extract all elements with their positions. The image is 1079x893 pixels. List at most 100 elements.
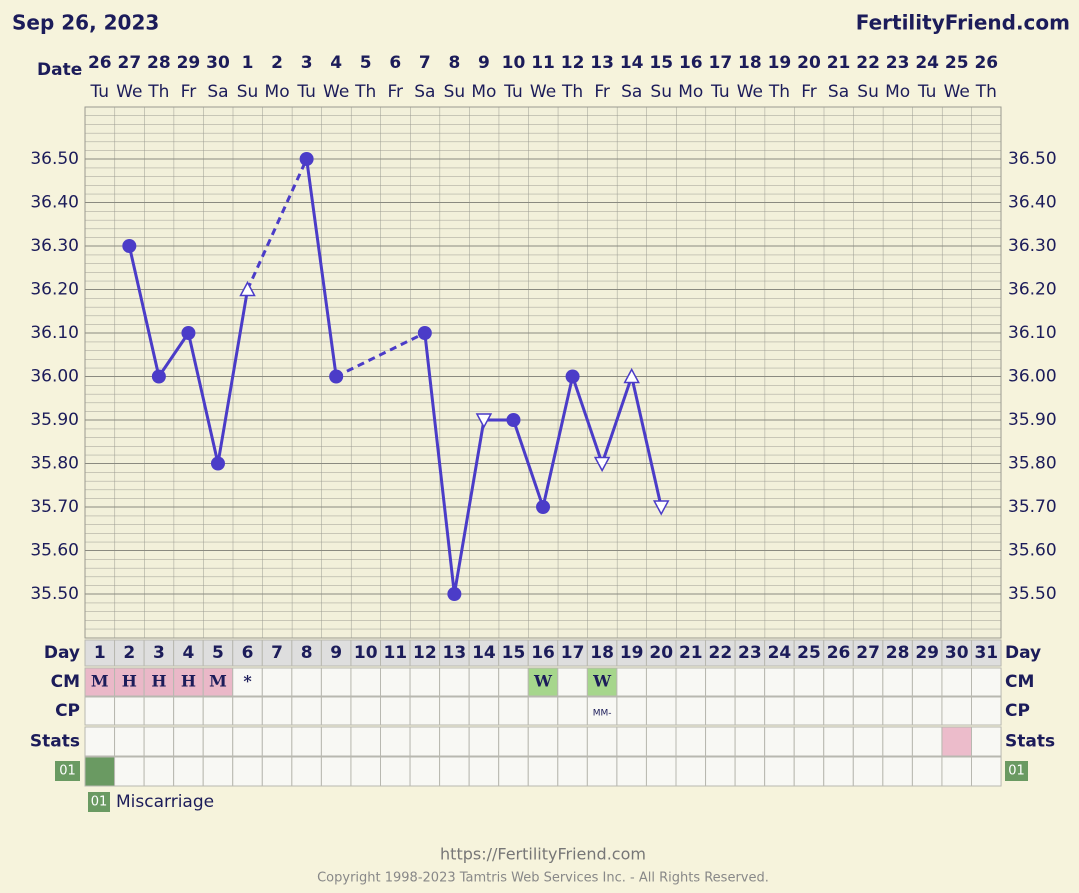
cm-code: H <box>181 672 196 691</box>
event-badge <box>55 761 80 781</box>
y-tick-label: 35.60 <box>30 541 79 561</box>
temp-point <box>536 500 551 514</box>
date-number: 1 <box>242 53 254 73</box>
table-cell <box>586 639 618 667</box>
table-cell <box>941 667 973 697</box>
day-number: 7 <box>271 643 283 663</box>
cm-code: * <box>243 672 252 691</box>
table-cell <box>320 696 352 726</box>
weekday: Tu <box>296 82 316 102</box>
date-number: 28 <box>147 53 171 73</box>
date-number: 29 <box>177 53 201 73</box>
cm-code: M <box>209 672 227 691</box>
date-number: 23 <box>886 53 910 73</box>
row-label-right: CM <box>1005 672 1034 692</box>
table-cell <box>971 726 1002 757</box>
weekday: Fr <box>388 82 404 102</box>
table-cell <box>645 667 677 697</box>
date-number: 30 <box>206 53 230 73</box>
table-cell <box>114 756 145 787</box>
date-number: 27 <box>117 53 141 73</box>
table-cell <box>911 726 943 757</box>
table-cell <box>616 726 647 757</box>
table-cell <box>882 726 913 757</box>
table-cell <box>291 756 322 787</box>
row-label-right: Day <box>1005 643 1041 663</box>
y-tick-label-right: 36.30 <box>1008 236 1057 256</box>
date-number: 10 <box>502 53 526 73</box>
row-label: CP <box>55 701 80 721</box>
table-cell <box>793 696 825 726</box>
date-number: 25 <box>945 53 969 73</box>
table-cell <box>941 639 973 667</box>
table-cell <box>793 667 825 697</box>
table-cell <box>84 639 116 667</box>
date-label: Date <box>37 60 82 80</box>
y-tick-label-right: 36.10 <box>1008 323 1057 343</box>
table-cell <box>941 696 973 726</box>
table-cell <box>261 726 293 757</box>
weekday: We <box>944 82 970 102</box>
weekday: Tu <box>710 82 730 102</box>
table-cell <box>380 726 411 757</box>
table-cell <box>557 696 588 726</box>
table-cell <box>202 726 234 757</box>
table-cell <box>557 756 588 787</box>
table-cell <box>852 639 884 667</box>
date-number: 21 <box>827 53 851 73</box>
weekday: Mo <box>885 82 910 102</box>
table-cell <box>764 726 795 757</box>
date-number: 11 <box>531 53 555 73</box>
table-cell <box>645 756 677 787</box>
table-cell <box>527 667 559 697</box>
day-number: 9 <box>330 643 342 663</box>
y-tick-label: 36.40 <box>30 193 79 213</box>
table-cell <box>734 639 766 667</box>
table-cell <box>202 756 234 787</box>
table-cell <box>764 696 795 726</box>
weekday: Th <box>147 82 169 102</box>
y-tick-label-right: 35.50 <box>1008 584 1057 604</box>
temp-point-open <box>652 500 670 516</box>
footer-copyright: Copyright 1998-2023 Tamtris Web Services… <box>317 871 769 886</box>
table-cell <box>586 696 618 726</box>
row-label-right: Stats <box>1005 732 1055 752</box>
weekday: Th <box>768 82 790 102</box>
table-cell <box>439 756 470 787</box>
temp-point-open <box>623 367 640 384</box>
table-cell <box>911 639 943 667</box>
day-number: 23 <box>738 643 762 663</box>
temp-point <box>122 239 137 253</box>
event-badge <box>1005 761 1028 781</box>
day-number: 19 <box>620 643 644 663</box>
y-tick-label: 35.80 <box>30 454 79 474</box>
temp-line <box>305 158 338 377</box>
table-cell <box>971 667 1002 697</box>
day-number: 21 <box>679 643 703 663</box>
table-cell <box>823 639 854 667</box>
plot <box>85 152 1002 601</box>
table-cell <box>764 756 795 787</box>
weekday: We <box>323 82 349 102</box>
weekday: Mo <box>678 82 703 102</box>
table-cell <box>498 667 529 697</box>
table-cell <box>380 639 411 667</box>
table-cell <box>439 667 470 697</box>
table-cell <box>586 756 618 787</box>
event-code: 01 <box>59 764 76 779</box>
table-cell <box>439 639 470 667</box>
date-number: 12 <box>561 53 585 73</box>
date-number: 26 <box>974 53 998 73</box>
table-cell <box>971 696 1002 726</box>
day-number: 12 <box>413 643 437 663</box>
date-number: 4 <box>330 53 342 73</box>
cm-code: H <box>122 672 137 691</box>
table-cell <box>616 667 647 697</box>
table-cell <box>261 756 293 787</box>
temp-point <box>151 369 166 384</box>
table-cell <box>557 639 588 667</box>
table-cell <box>675 696 707 726</box>
table-cell <box>84 726 116 757</box>
table-cell <box>882 667 913 697</box>
table-cell <box>320 726 352 757</box>
